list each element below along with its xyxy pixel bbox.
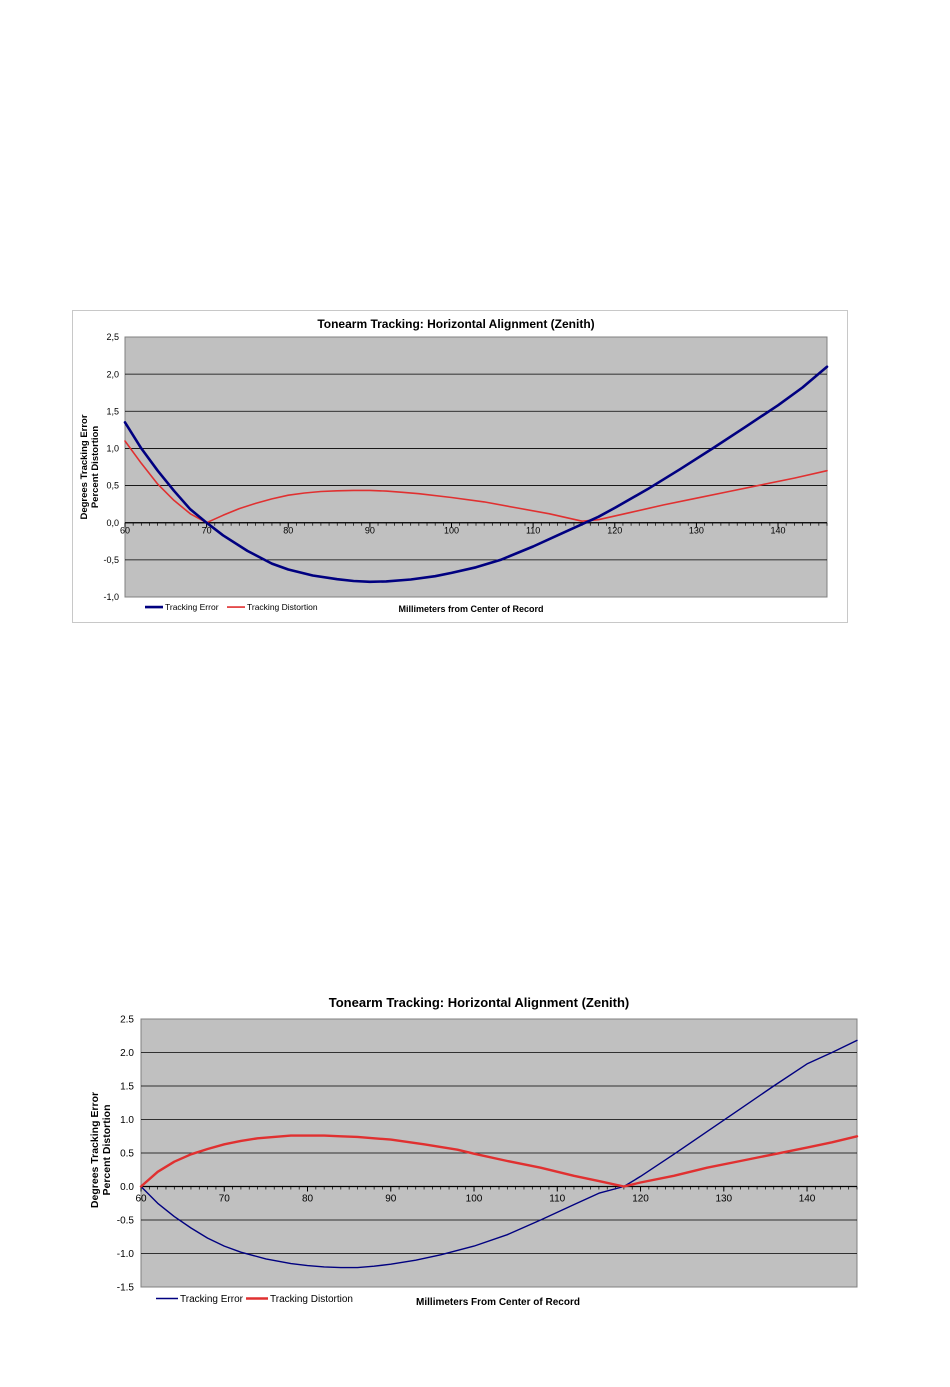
x-tick-label: 140 (799, 1194, 816, 1205)
y-axis-label-line-1: Degrees Tracking Error (89, 1092, 101, 1208)
series-line-tracking-error (123, 365, 829, 584)
x-tick-label: 60 (120, 526, 130, 536)
y-tick-label: 2,0 (106, 369, 119, 379)
y-tick-label: -0,5 (103, 555, 119, 565)
y-tick-label: 0.0 (120, 1182, 134, 1193)
y-tick-label: -1.5 (117, 1283, 135, 1294)
x-tick-label: 130 (689, 526, 704, 536)
series-line-tracking-distortion (139, 1134, 859, 1188)
series-line-tracking-distortion (124, 440, 828, 524)
y-tick-label: 1,5 (106, 406, 119, 416)
chart-title: Tonearm Tracking: Horizontal Alignment (… (317, 317, 594, 331)
y-tick-label: 2,5 (106, 332, 119, 342)
chart-1-svg: Tonearm Tracking: Horizontal Alignment (… (79, 317, 829, 614)
y-tick-label: 0,0 (106, 518, 119, 528)
x-axis-label: Millimeters From Center of Record (416, 1297, 580, 1308)
plot-area (124, 336, 828, 598)
x-tick-label: 90 (365, 526, 375, 536)
x-tick-label: 120 (607, 526, 622, 536)
y-axis-label-line-2: Percent Distortion (90, 426, 101, 509)
chart-2-svg: Tonearm Tracking: Horizontal Alignment (… (89, 995, 859, 1308)
x-tick-label: 70 (219, 1194, 231, 1205)
x-tick-label: 100 (444, 526, 459, 536)
legend-label-tracking-error: Tracking Error (180, 1294, 244, 1305)
x-tick-label: 80 (283, 526, 293, 536)
x-tick-label: 100 (466, 1194, 483, 1205)
legend-label-tracking-distortion: Tracking Distortion (270, 1294, 353, 1305)
y-tick-label: 0,5 (106, 481, 119, 491)
y-tick-label: -0.5 (117, 1216, 135, 1227)
y-tick-label: 1.0 (120, 1115, 134, 1126)
x-tick-label: 110 (526, 526, 540, 536)
y-tick-label: 0.5 (120, 1149, 134, 1160)
y-tick-label: 1.5 (120, 1082, 134, 1093)
x-tick-label: 130 (715, 1194, 732, 1205)
y-axis-label-line-1: Degrees Tracking Error (79, 414, 90, 519)
x-tick-label: 140 (771, 526, 786, 536)
series-line-tracking-error (140, 1039, 858, 1269)
chart-tonearm-tracking-2: Tonearm Tracking: Horizontal Alignment (… (78, 985, 870, 1315)
x-tick-label: 110 (549, 1194, 565, 1205)
y-axis-label-line-2: Percent Distortion (101, 1104, 113, 1195)
x-tick-label: 80 (302, 1194, 314, 1205)
x-tick-label: 120 (632, 1194, 649, 1205)
chart-tonearm-tracking-1: Tonearm Tracking: Horizontal Alignment (… (72, 310, 848, 623)
x-tick-label: 70 (202, 526, 212, 536)
y-tick-label: 2.5 (120, 1015, 134, 1026)
legend-label-tracking-distortion: Tracking Distortion (247, 602, 318, 612)
y-tick-label: 1,0 (106, 444, 119, 454)
x-tick-label: 60 (135, 1194, 147, 1205)
x-axis-label: Millimeters from Center of Record (398, 604, 543, 614)
y-tick-label: 2.0 (120, 1048, 134, 1059)
y-tick-label: -1,0 (103, 592, 119, 602)
x-tick-label: 90 (385, 1194, 397, 1205)
chart-title: Tonearm Tracking: Horizontal Alignment (… (329, 995, 629, 1010)
y-tick-label: -1.0 (117, 1249, 135, 1260)
legend-label-tracking-error: Tracking Error (165, 602, 219, 612)
